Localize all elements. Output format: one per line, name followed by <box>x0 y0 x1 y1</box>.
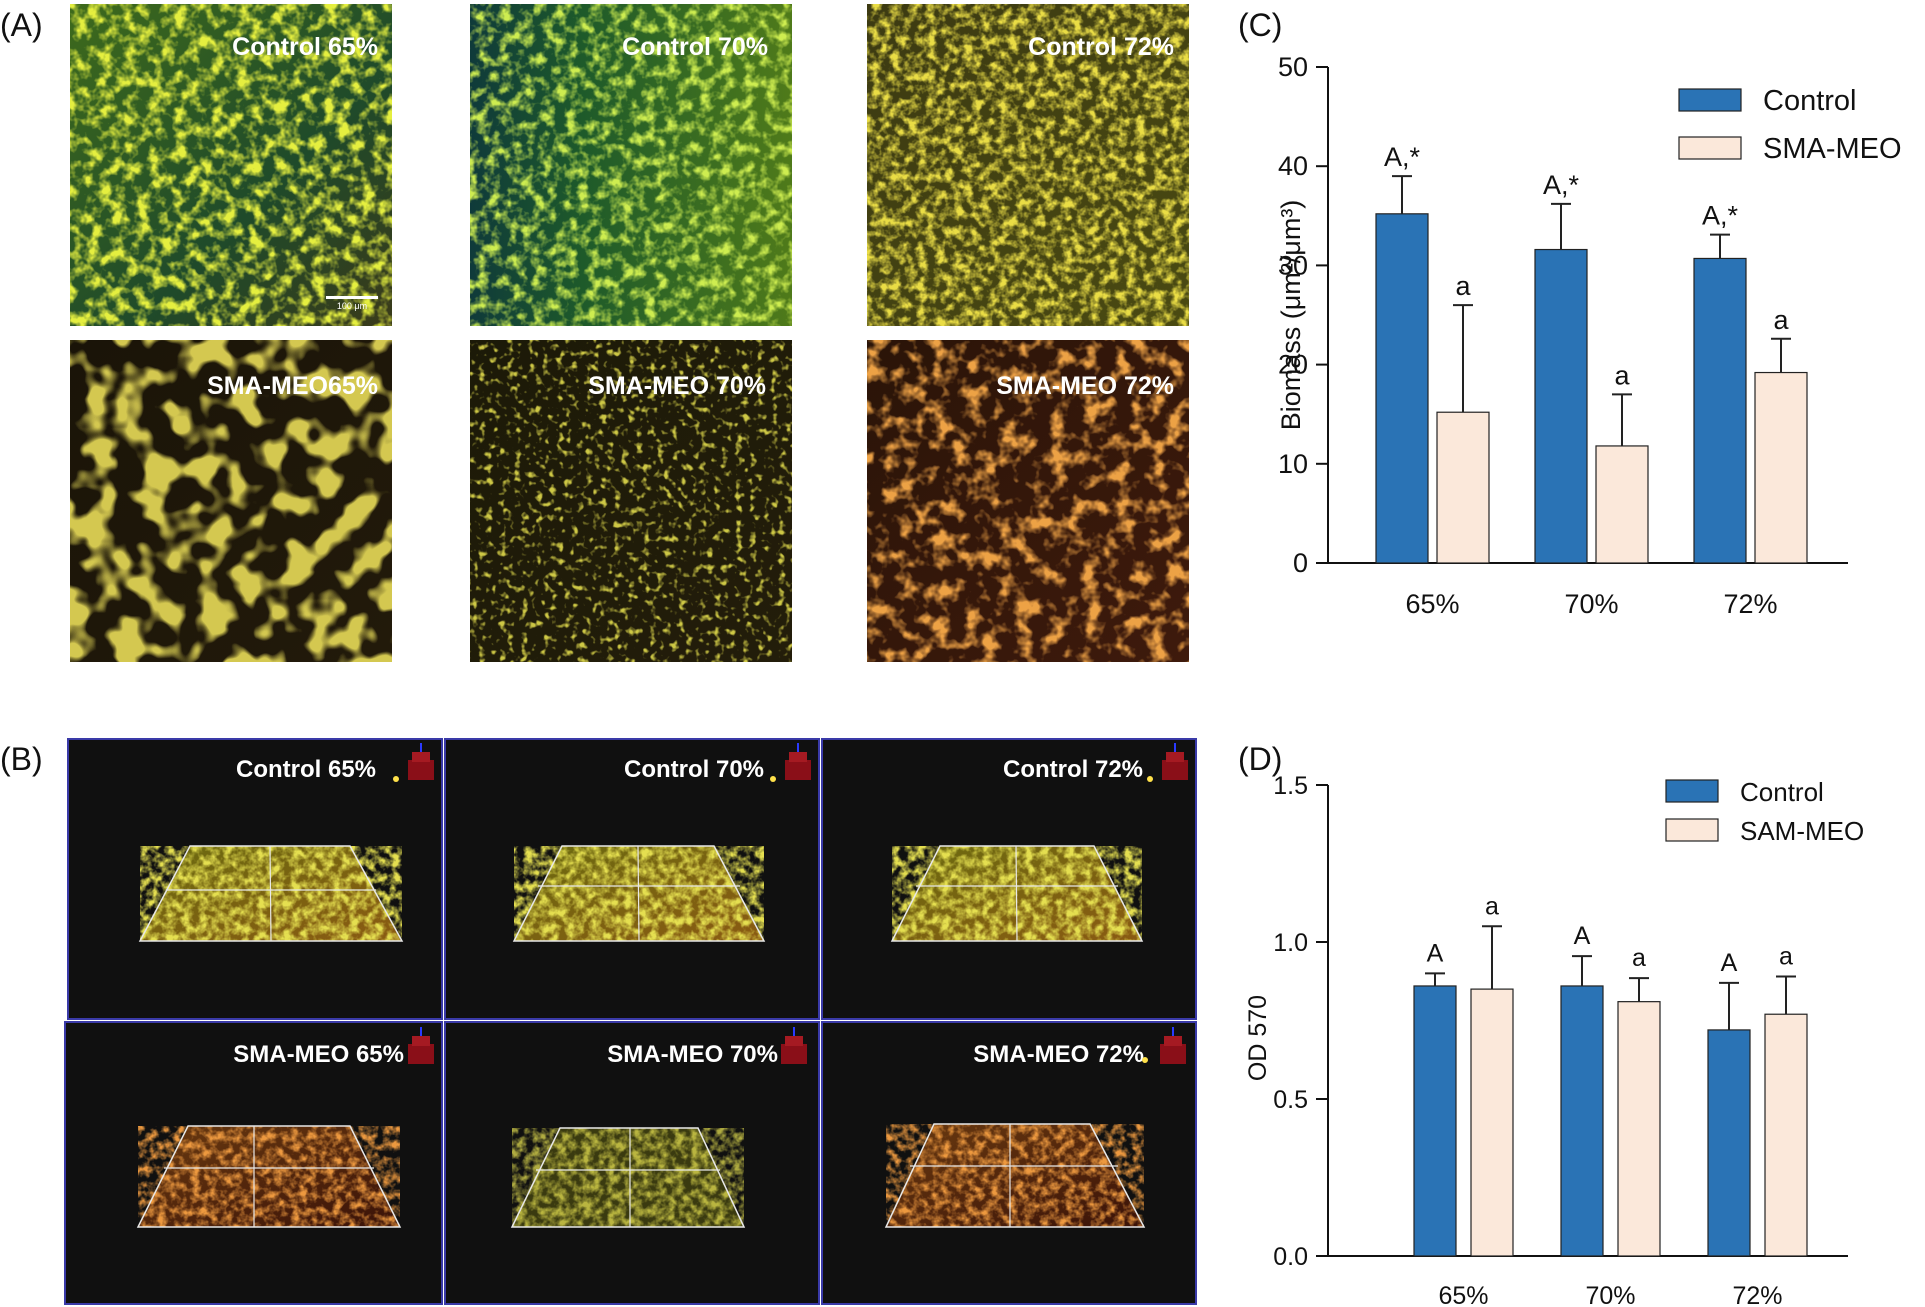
y-tick-label: 30 <box>1278 250 1308 280</box>
significance-label: A,* <box>1384 142 1421 172</box>
significance-label: A <box>1427 939 1444 967</box>
y-tick-label: 20 <box>1278 350 1308 380</box>
panel-label-c: (C) <box>1238 7 1282 43</box>
micrograph-tile: Control 70% <box>470 4 792 326</box>
y-tick-label: 50 <box>1278 52 1308 82</box>
bar <box>1617 1001 1661 1257</box>
significance-label: a <box>1773 305 1789 335</box>
axis-3d-icon <box>781 1027 807 1064</box>
panel-label-a: (A) <box>0 7 43 43</box>
y-tick-label: 0.0 <box>1273 1243 1308 1271</box>
render-tile: Control 72% <box>821 738 1197 1020</box>
y-tick-label: 0.5 <box>1273 1086 1308 1114</box>
chart-d: 0.0 0.5 1.0 1.5 Aa 65% Aa 70% A a 72% Control SAM-ME… <box>1244 772 1864 1307</box>
chart-c: 0 10 20 30 40 50 A,* a 65% A,* a 70% A,* a 72% Control S… <box>1276 52 1902 619</box>
legend-label: SAM-MEO <box>1740 816 1864 846</box>
render-tile: SMA-MEO 65% <box>64 1021 443 1305</box>
bar <box>1413 985 1457 1257</box>
tile-label: Control 65% <box>232 33 378 61</box>
tile-label: SMA-MEO 72% <box>996 372 1174 400</box>
y-axis-label: Biomass (μm²/μm³) <box>1276 200 1306 431</box>
panel-a: Control 65% 100 μm Control 70% Control 7… <box>70 4 1189 662</box>
bar <box>1764 1013 1808 1257</box>
tile-label: SMA-MEO 70% <box>607 1041 778 1068</box>
y-tick-label: 10 <box>1278 449 1308 479</box>
significance-label: A,* <box>1702 201 1739 231</box>
tile-label: SMA-MEO 72% <box>973 1041 1144 1068</box>
legend-swatch <box>1678 136 1742 160</box>
significance-label: a <box>1779 943 1793 971</box>
tile-label: Control 72% <box>1003 756 1143 783</box>
bar <box>1693 257 1747 564</box>
panel-label-b: (B) <box>0 741 43 777</box>
axis-3d-icon <box>408 1027 434 1064</box>
axis-3d-icon <box>393 743 434 782</box>
x-tick-label: 65% <box>1405 589 1459 619</box>
legend-label: SMA-MEO <box>1763 133 1902 165</box>
micrograph-tile: Control 65% 100 μm <box>70 4 392 326</box>
bar <box>1470 988 1514 1257</box>
tile-label: Control 70% <box>624 756 764 783</box>
x-tick-label: 72% <box>1723 589 1777 619</box>
tile-label: Control 65% <box>236 756 376 783</box>
micrograph-tile: Control 72% <box>867 4 1189 326</box>
scale-bar <box>326 296 378 299</box>
tile-label: SMA-MEO 65% <box>233 1041 404 1068</box>
bar <box>1375 213 1429 564</box>
axis-3d-icon <box>1147 743 1188 782</box>
tile-label: SMA-MEO65% <box>207 372 378 400</box>
micrograph-tile: SMA-MEO65% <box>70 340 392 662</box>
significance-label: a <box>1632 944 1646 972</box>
micrograph-tile: SMA-MEO 72% <box>867 340 1189 662</box>
significance-label: A <box>1721 949 1738 977</box>
y-axis-label: OD 570 <box>1244 995 1272 1081</box>
axis-3d-icon <box>1142 1027 1186 1064</box>
bar <box>1534 248 1588 564</box>
significance-label: a <box>1455 271 1471 301</box>
y-axis-label-main: Biomass <box>1276 327 1306 431</box>
x-tick-label: 65% <box>1438 1282 1488 1307</box>
significance-label: a <box>1485 892 1499 920</box>
y-tick-label: 40 <box>1278 151 1308 181</box>
tile-label: Control 70% <box>622 33 768 61</box>
bar <box>1754 371 1808 564</box>
y-tick-label: 1.5 <box>1273 772 1308 800</box>
panel-b: Control 65% Control 70% <box>64 738 1197 1305</box>
y-tick-label: 0 <box>1293 548 1308 578</box>
render-tile: Control 65% <box>67 738 443 1020</box>
legend-swatch <box>1665 779 1719 803</box>
render-tile: Control 70% <box>444 738 820 1020</box>
bar <box>1595 445 1649 564</box>
bar <box>1560 985 1604 1257</box>
scale-bar-label: 100 μm <box>337 301 367 311</box>
tile-label: Control 72% <box>1028 33 1174 61</box>
legend-swatch <box>1665 818 1719 842</box>
y-axis-label-units: (μm²/μm³) <box>1276 200 1306 327</box>
y-tick-label: 1.0 <box>1273 929 1308 957</box>
bar <box>1707 1029 1751 1257</box>
x-tick-label: 70% <box>1564 589 1618 619</box>
render-tile: SMA-MEO 72% <box>821 1021 1197 1305</box>
significance-label: A <box>1574 922 1591 950</box>
micrograph-tile: SMA-MEO 70% <box>470 340 792 662</box>
panel-label-d: (D) <box>1238 741 1282 777</box>
significance-label: A,* <box>1543 170 1580 200</box>
x-tick-label: 70% <box>1585 1282 1635 1307</box>
bar <box>1436 411 1490 564</box>
significance-label: a <box>1614 360 1630 390</box>
tile-label: SMA-MEO 70% <box>588 372 766 400</box>
axis-3d-icon <box>770 743 811 782</box>
legend-label: Control <box>1740 777 1824 807</box>
legend-swatch <box>1678 88 1742 112</box>
x-tick-label: 72% <box>1732 1282 1782 1307</box>
legend-label: Control <box>1763 85 1857 117</box>
render-tile: SMA-MEO 70% <box>444 1021 820 1305</box>
